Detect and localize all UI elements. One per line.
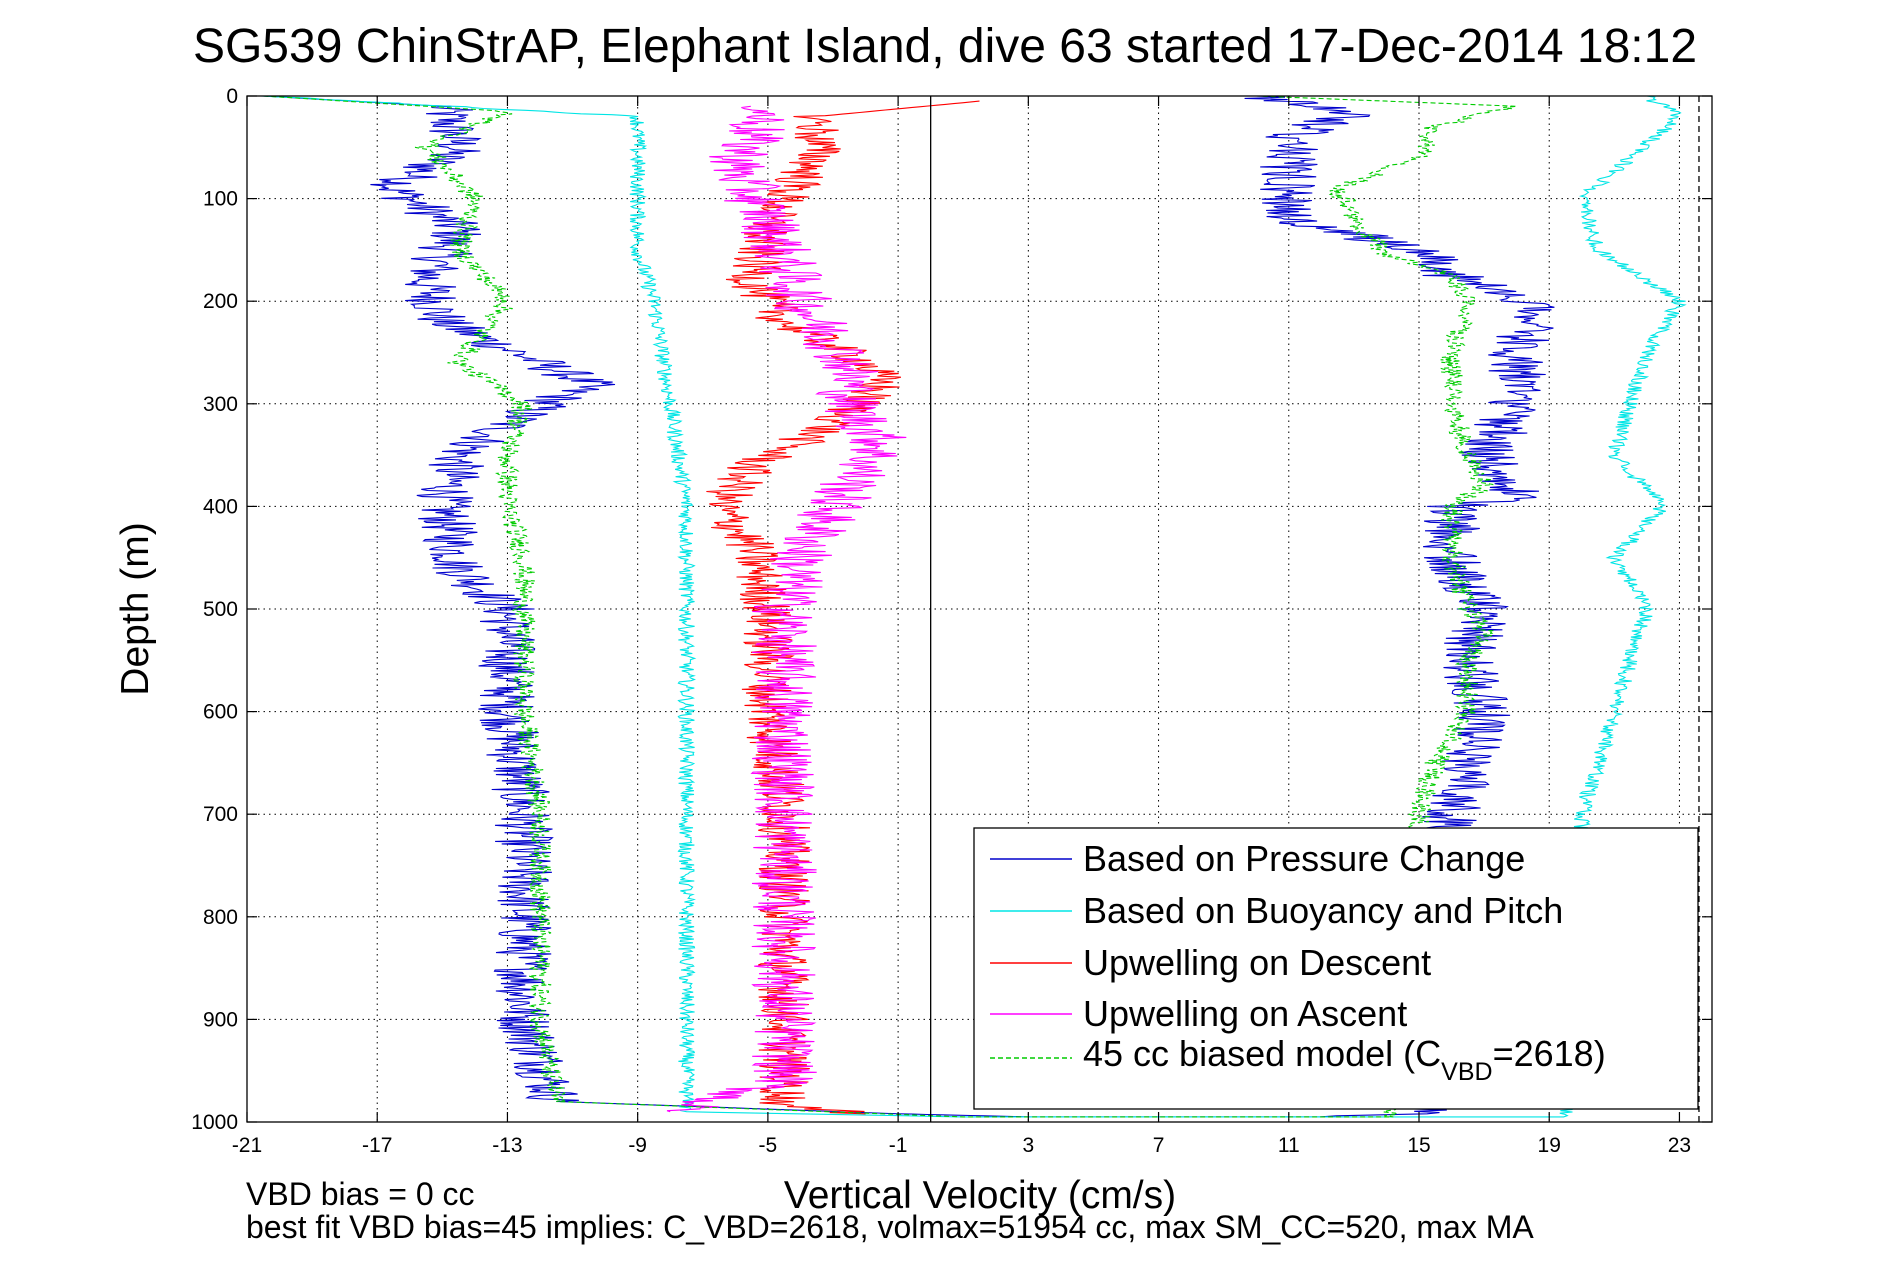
x-tick-label: 23 [1668, 1134, 1691, 1157]
y-tick-label: 900 [203, 1008, 238, 1031]
x-tick-label: -1 [889, 1134, 908, 1157]
series-line-4 [666, 105, 907, 1113]
footer-best-fit: best fit VBD bias=45 implies: C_VBD=2618… [246, 1209, 1534, 1245]
legend-box [973, 827, 1699, 1110]
y-axis-label: Depth (m) [114, 522, 157, 695]
legend-label-3: Upwelling on Descent [1083, 942, 1431, 983]
y-tick-label: 600 [203, 701, 238, 724]
y-tick-label: 400 [203, 495, 238, 518]
x-tick-label: -21 [232, 1134, 262, 1157]
x-tick-label: -5 [759, 1134, 778, 1157]
legend-label-2: Based on Buoyancy and Pitch [1083, 890, 1563, 931]
chart-title: SG539 ChinStrAP, Elephant Island, dive 6… [193, 20, 1697, 73]
x-tick-label: -13 [492, 1134, 522, 1157]
series-line-3 [706, 100, 980, 1115]
x-tick-label: -9 [628, 1134, 647, 1157]
x-axis-label: Vertical Velocity (cm/s) [784, 1174, 1176, 1217]
x-tick-label: 3 [1022, 1134, 1034, 1157]
series-line-5 [263, 95, 1517, 1118]
reference-lines [930, 96, 1700, 1122]
y-tick-label: 0 [226, 85, 238, 108]
series-group [260, 95, 1687, 1118]
x-tick-label: 19 [1538, 1134, 1561, 1157]
y-tick-label: 200 [203, 290, 238, 313]
legend-items: Based on Pressure Change Based on Buoyanc… [990, 838, 1606, 1086]
x-tick-label: -17 [362, 1134, 392, 1157]
legend-label-4: Upwelling on Ascent [1083, 993, 1407, 1034]
y-tick-label: 800 [203, 906, 238, 929]
legend-label-1: Based on Pressure Change [1083, 838, 1525, 879]
footer-vbd-bias: VBD bias = 0 cc [246, 1176, 475, 1212]
x-tick-label: 7 [1153, 1134, 1165, 1157]
y-tick-label: 1000 [191, 1111, 238, 1134]
y-tick-label: 700 [203, 803, 238, 826]
x-tick-label: 11 [1278, 1134, 1300, 1157]
y-tick-label: 100 [203, 188, 238, 211]
legend: Based on Pressure Change Based on Buoyanc… [973, 827, 1699, 1110]
y-tick-label: 300 [203, 393, 238, 416]
axis-ticks: -21 -17 -13 -9 -5 -1 3 7 11 15 19 23010020030040050… [191, 85, 1712, 1157]
y-tick-label: 500 [203, 598, 238, 621]
x-tick-label: 15 [1407, 1134, 1430, 1157]
